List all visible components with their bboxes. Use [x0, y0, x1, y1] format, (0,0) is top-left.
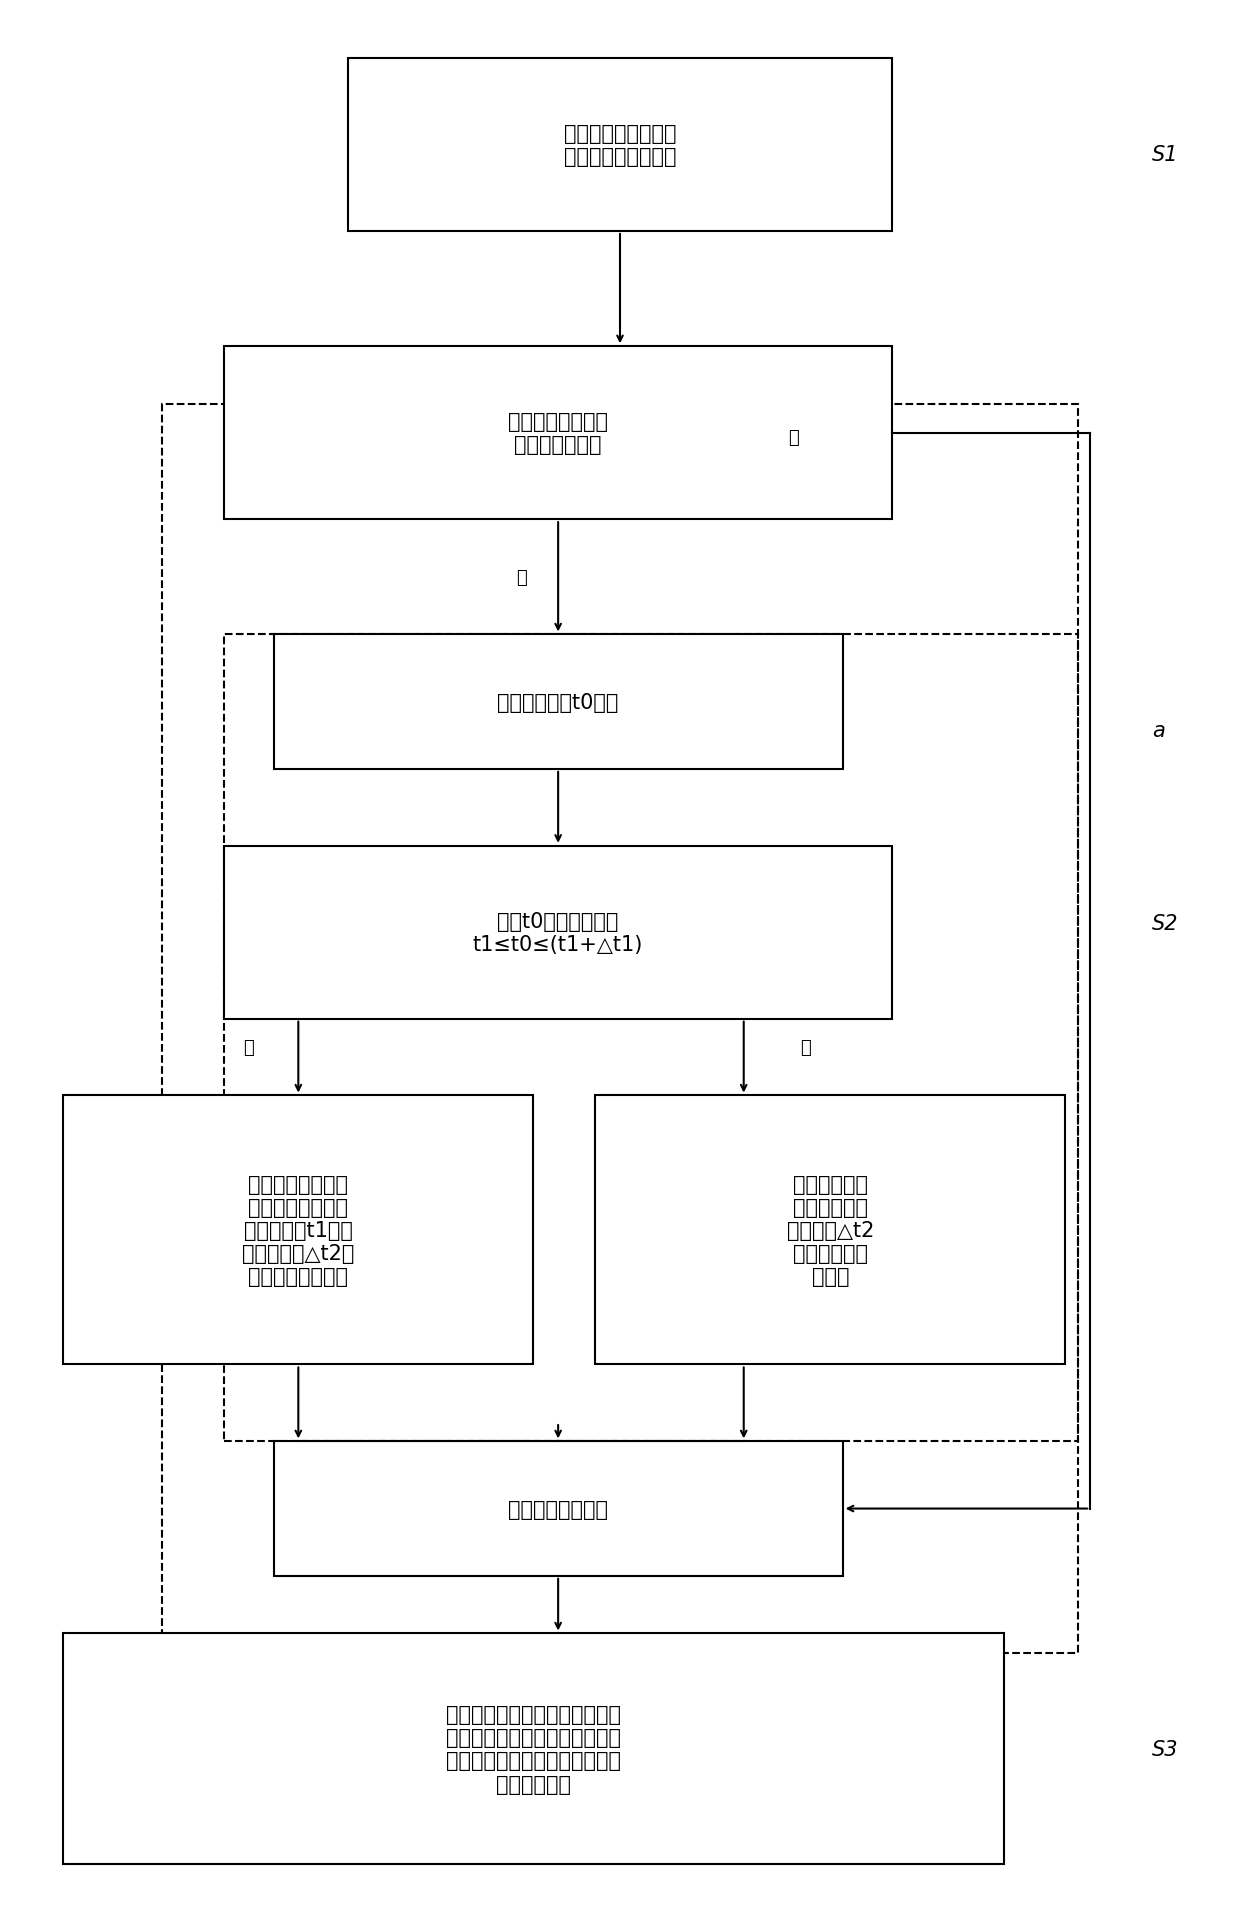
Text: 否: 否 — [243, 1038, 254, 1058]
Text: 判断是否接收到强
制睡眠模式信号: 判断是否接收到强 制睡眠模式信号 — [508, 412, 608, 456]
Text: 是: 是 — [787, 429, 799, 446]
Text: a: a — [1152, 721, 1164, 740]
Text: 否: 否 — [516, 569, 527, 587]
FancyBboxPatch shape — [63, 1096, 533, 1365]
Text: 所述空调运行所述睡眠模式时，
根据所述空调的初始运行模式进
行温度控制，同时降低所述空调
的内风机转速: 所述空调运行所述睡眠模式时， 根据所述空调的初始运行模式进 行温度控制，同时降低… — [446, 1704, 621, 1794]
Text: 判断t0时刻是否满足
t1≤t0≤(t1+△t1): 判断t0时刻是否满足 t1≤t0≤(t1+△t1) — [472, 912, 644, 954]
FancyBboxPatch shape — [274, 635, 843, 769]
Text: S1: S1 — [1152, 144, 1178, 165]
FancyBboxPatch shape — [274, 1442, 843, 1577]
FancyBboxPatch shape — [595, 1096, 1065, 1365]
FancyBboxPatch shape — [347, 60, 893, 233]
Text: S2: S2 — [1152, 913, 1178, 933]
Text: S3: S3 — [1152, 1738, 1178, 1760]
Text: 空调进入睡眠模式: 空调进入睡眠模式 — [508, 1498, 608, 1519]
Text: 空调继续运行所选
择的所述空调初始
运行模式至t1，然
后继续运行△t2时
间后进入睡眠模式: 空调继续运行所选 择的所述空调初始 运行模式至t1，然 后继续运行△t2时 间后… — [242, 1173, 355, 1286]
Text: 是: 是 — [800, 1038, 811, 1058]
Text: 空调继续运行
所述空调初始
运行模式△t2
时间后进入睡
眠模式: 空调继续运行 所述空调初始 运行模式△t2 时间后进入睡 眠模式 — [786, 1173, 874, 1286]
FancyBboxPatch shape — [224, 846, 893, 1019]
FancyBboxPatch shape — [63, 1633, 1003, 1863]
Text: 空调开机，获取所述
空调的初始运行模式: 空调开机，获取所述 空调的初始运行模式 — [564, 123, 676, 167]
FancyBboxPatch shape — [224, 346, 893, 519]
Text: 获取开机时间t0时刻: 获取开机时间t0时刻 — [497, 692, 619, 712]
